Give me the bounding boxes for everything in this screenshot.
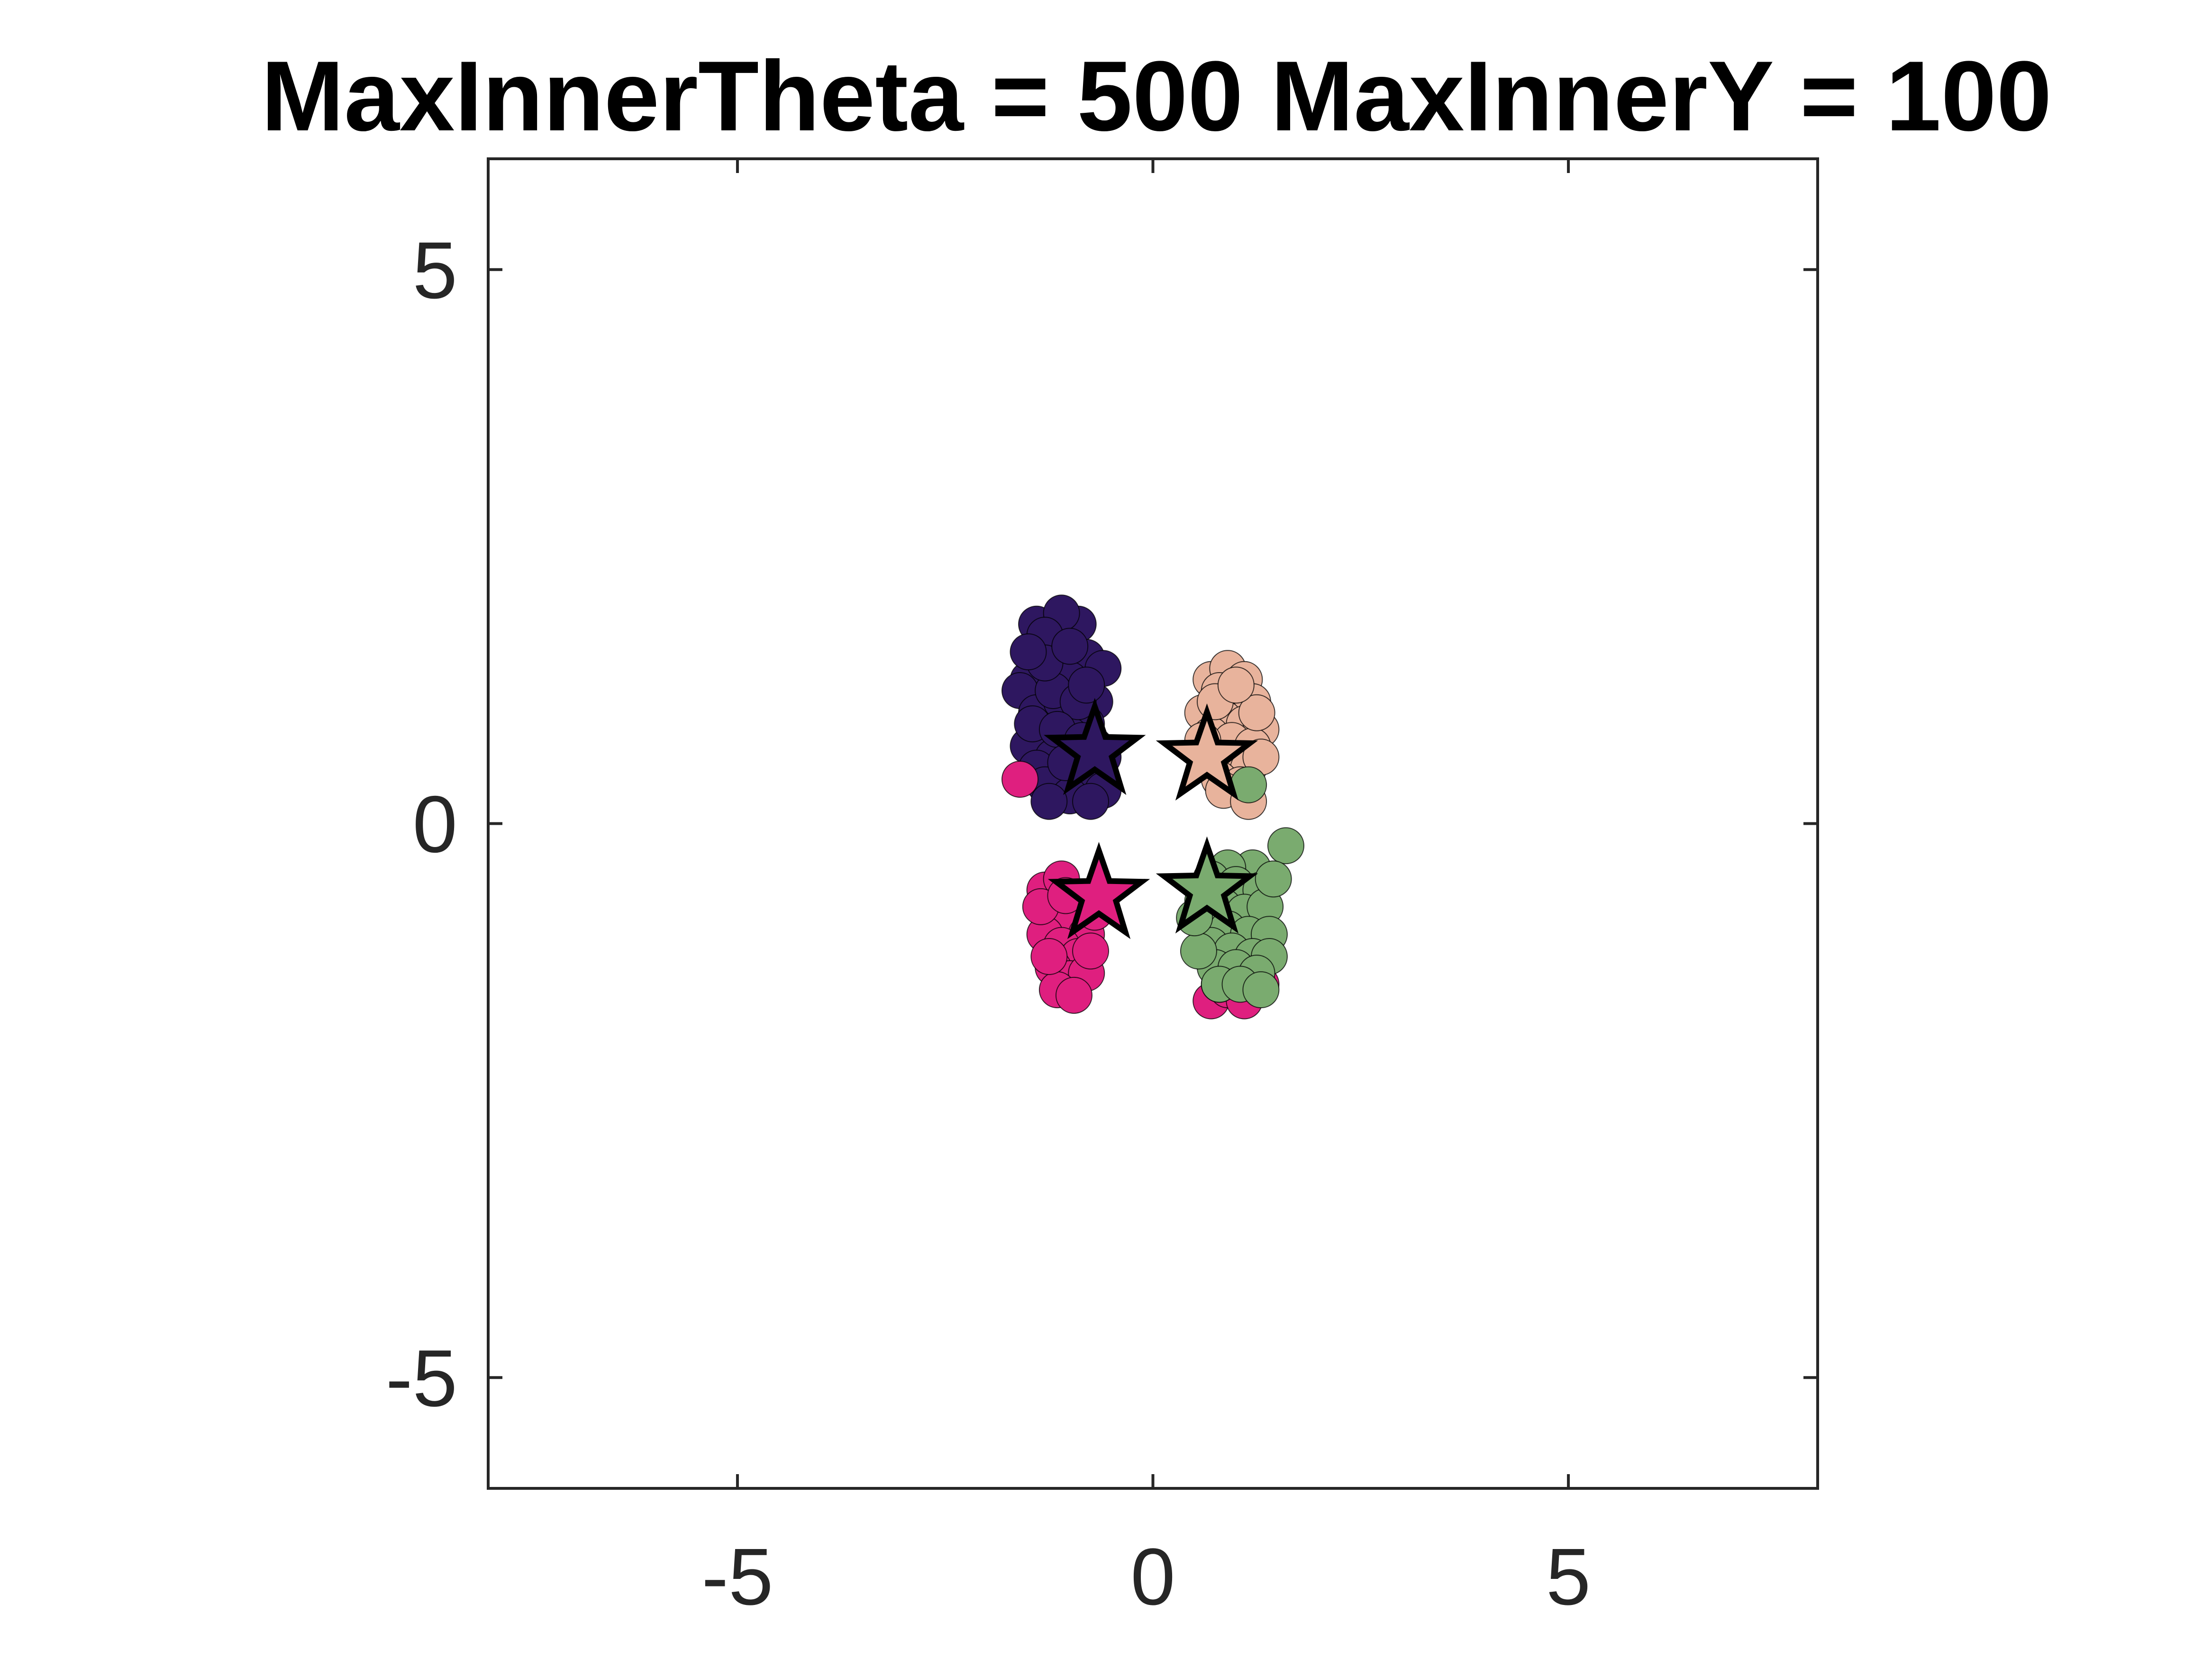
data-point	[1030, 783, 1068, 820]
axis-ticks: -5 0 5 -5 0 5	[386, 159, 1818, 1622]
data-point	[1055, 976, 1092, 1014]
data-point	[1072, 932, 1110, 970]
y-tick-label: 0	[412, 780, 457, 870]
centroid-star-marker	[1156, 703, 1258, 801]
axes-frame	[487, 157, 1819, 1490]
y-tick-label: 5	[412, 226, 457, 316]
data-point	[1217, 666, 1255, 704]
data-point	[1001, 761, 1038, 798]
centroid-star-marker	[1044, 698, 1146, 795]
data-point	[1267, 827, 1304, 865]
x-tick-label: 0	[1130, 1532, 1175, 1622]
data-point	[1238, 694, 1275, 731]
data-point	[1030, 938, 1068, 975]
chart-title: MaxInnerTheta = 500 MaxInnerY = 100	[261, 40, 2052, 152]
data-point	[1180, 932, 1217, 970]
x-tick-label: -5	[701, 1532, 773, 1622]
data-point	[1051, 628, 1089, 665]
x-tick-label: 5	[1546, 1532, 1591, 1622]
data-point	[1242, 971, 1280, 1009]
data-point	[1010, 633, 1047, 671]
plot-area	[1001, 594, 1304, 1020]
centroid-star-marker	[1156, 836, 1258, 934]
y-tick-label: -5	[386, 1333, 457, 1423]
centroid-star-marker	[1047, 842, 1150, 939]
data-point	[1068, 666, 1105, 704]
data-point	[1072, 783, 1110, 820]
data-point	[1255, 860, 1292, 898]
